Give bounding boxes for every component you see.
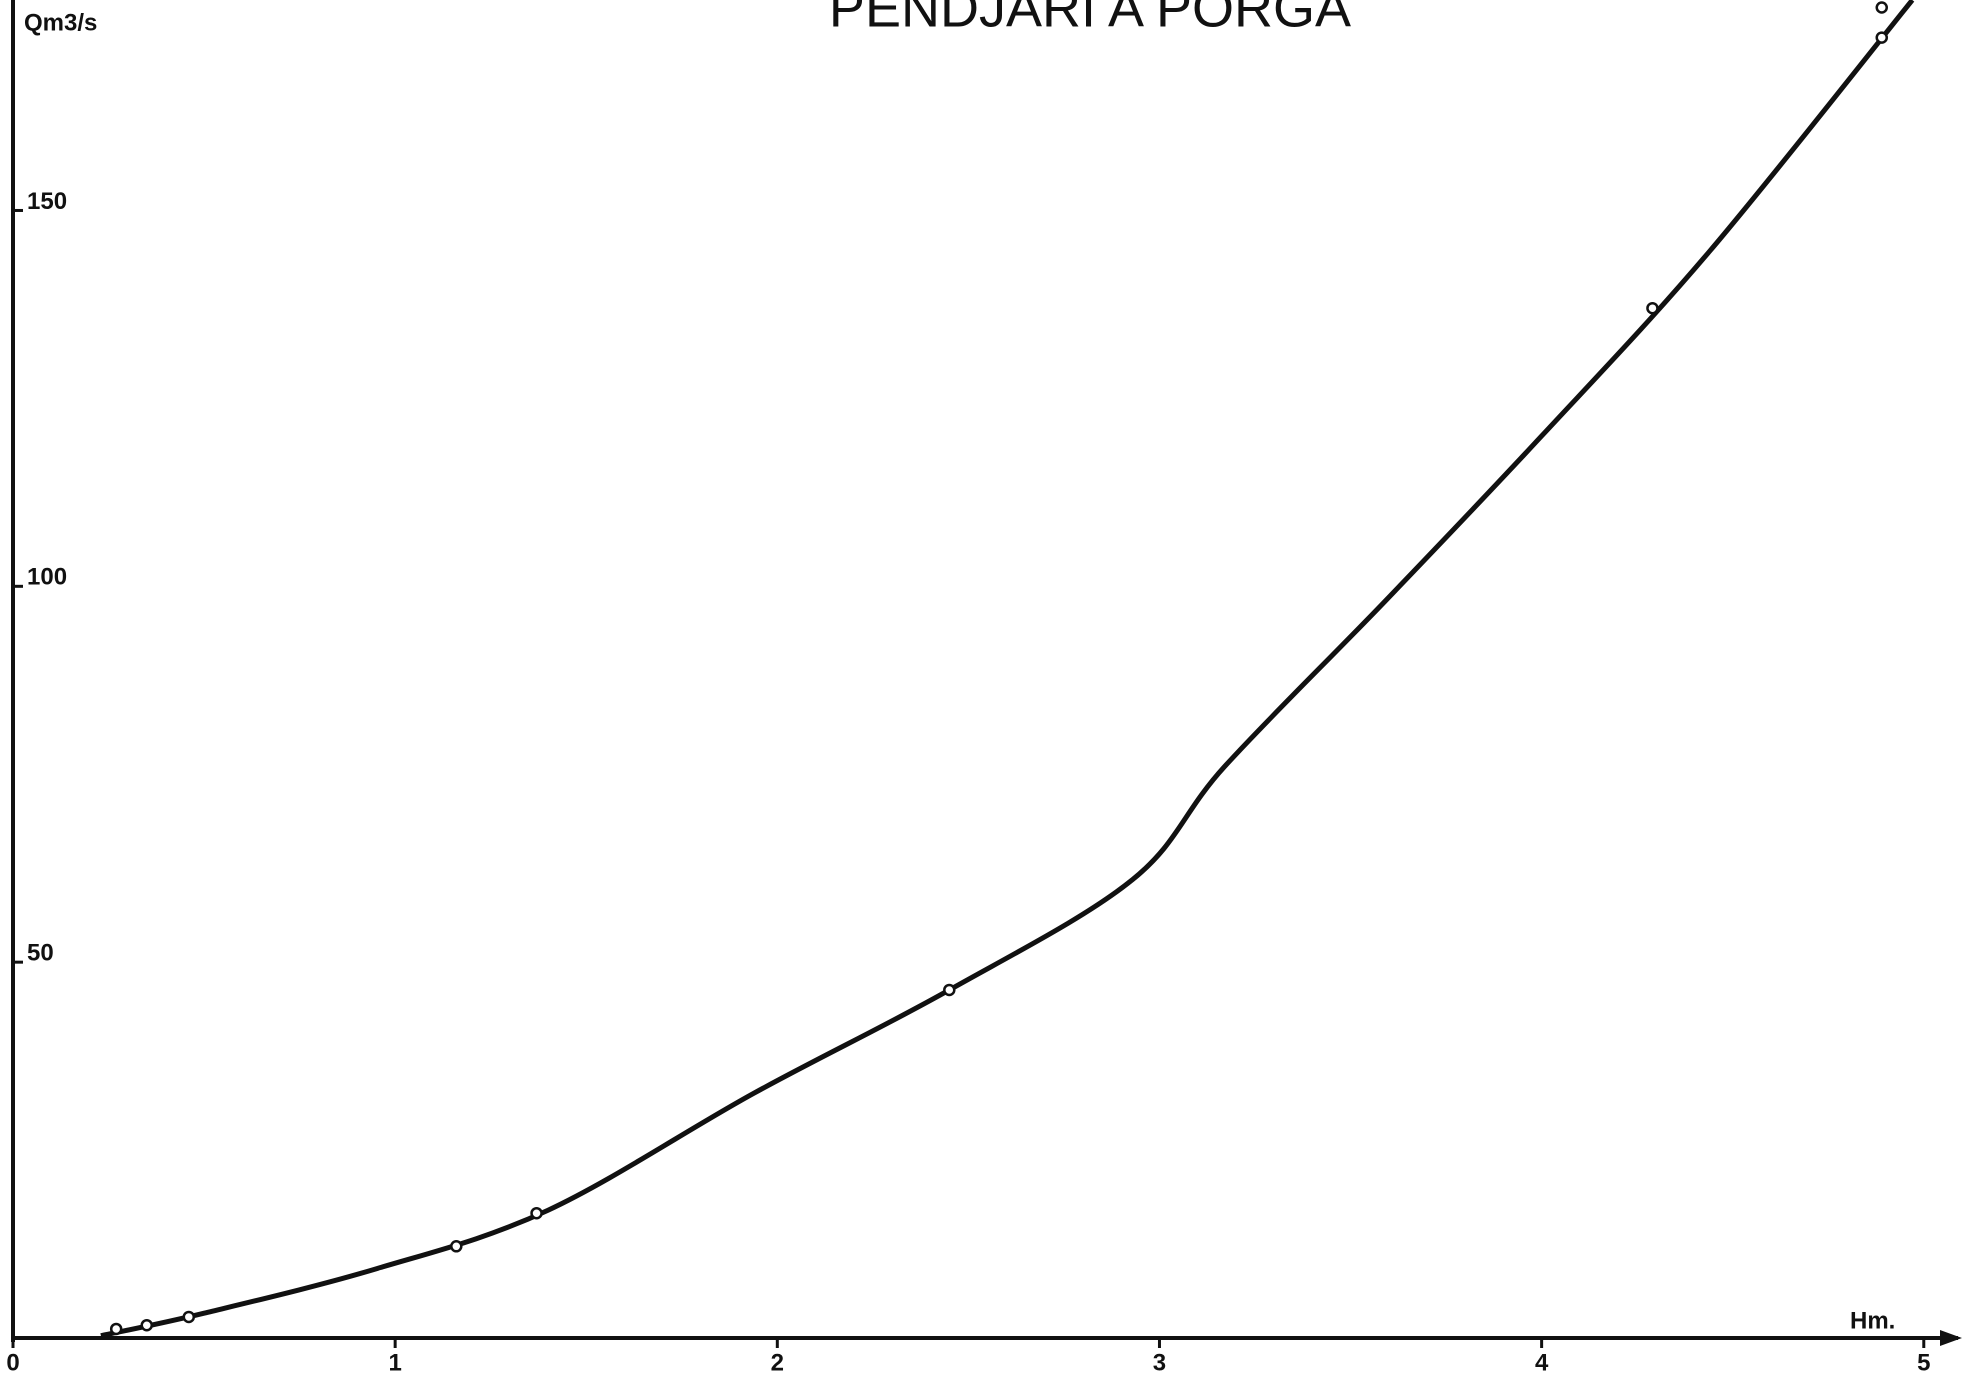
x-tick-label: 3 (1153, 1349, 1166, 1376)
gauging-point (1646, 301, 1659, 315)
y-axis-label: Qm3/s (24, 9, 97, 36)
gauging-point (530, 1206, 543, 1220)
chart-title: PENDJARI A PORGA (829, 0, 1351, 38)
gauging-point (943, 983, 956, 997)
x-tick-label: 2 (771, 1349, 784, 1376)
gauging-point (450, 1240, 463, 1253)
x-tick-label: 4 (1535, 1349, 1549, 1376)
gauging-point (140, 1318, 154, 1332)
x-tick-label: 0 (6, 1349, 19, 1376)
x-axis-label: Hm. (1850, 1307, 1895, 1334)
rating-curve (100, 0, 1915, 1339)
y-tick-label: 150 (27, 188, 67, 215)
x-axis-arrow (1940, 1330, 1962, 1346)
gauging-point (1875, 31, 1888, 44)
x-tick-label: 5 (1917, 1349, 1930, 1376)
y-tick-label: 100 (27, 564, 67, 591)
x-tick-label: 1 (388, 1349, 401, 1376)
gauging-point (109, 1322, 123, 1336)
gauging-point (182, 1310, 196, 1324)
y-tick-label: 50 (27, 940, 54, 967)
gauging-point (1875, 1, 1888, 14)
